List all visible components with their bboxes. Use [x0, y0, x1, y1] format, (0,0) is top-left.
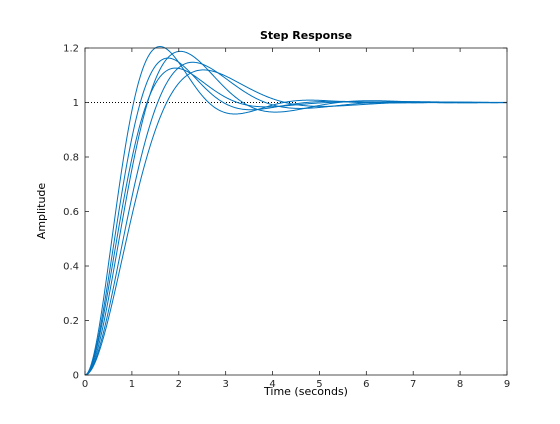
- axes-background: [85, 48, 507, 375]
- y-tick-label: 0: [73, 371, 79, 382]
- x-tick-label: 3: [222, 379, 228, 390]
- x-tick-label: 4: [269, 379, 275, 390]
- x-tick-label: 1: [129, 379, 135, 390]
- response-curve-4: [84, 50, 508, 376]
- tick-layer: 0 1 2 3 4 5 6 7 8 9 0 0.2 0.4 0.6 0.8 1 1.2: [63, 44, 510, 391]
- x-axis-label: Time (seconds): [263, 385, 348, 398]
- y-tick-label: 0.8: [63, 153, 79, 164]
- y-tick-label: 0.6: [63, 207, 79, 218]
- x-tick-label: 9: [504, 379, 510, 390]
- x-tick-label: 0: [82, 379, 88, 390]
- x-tick-label: 5: [316, 379, 322, 390]
- series-layer: [84, 46, 508, 376]
- response-curve-6: [84, 69, 507, 376]
- x-tick-label: 8: [457, 379, 463, 390]
- y-tick-label: 0.2: [63, 316, 79, 327]
- chart-title: Step Response: [260, 29, 352, 42]
- y-axis-label: Amplitude: [35, 183, 48, 240]
- y-tick-label: 1: [73, 98, 79, 109]
- y-tick-label: 1.2: [63, 44, 79, 55]
- x-tick-label: 6: [363, 379, 369, 390]
- axes-box: [84, 47, 508, 376]
- y-tick-label: 0.4: [63, 262, 79, 273]
- x-tick-label: 7: [410, 379, 416, 390]
- x-tick-label: 2: [176, 379, 182, 390]
